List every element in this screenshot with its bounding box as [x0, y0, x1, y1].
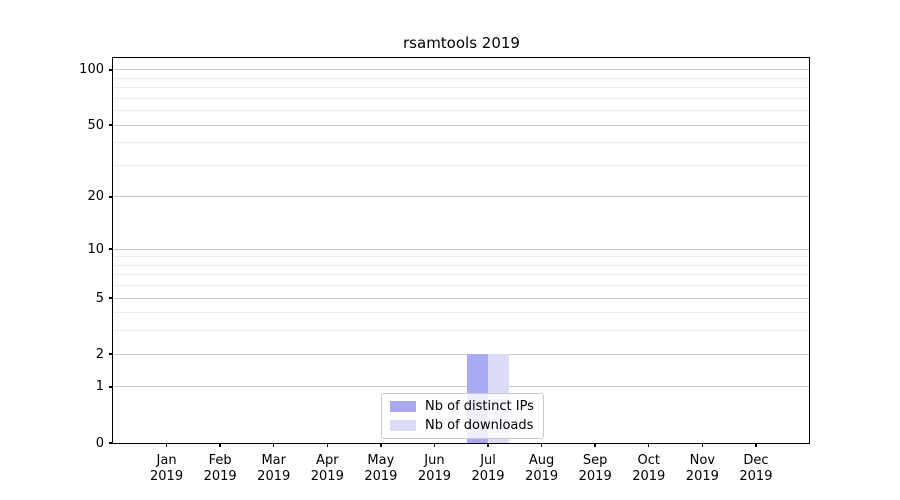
- legend-row-downloads: Nb of downloads: [390, 418, 534, 433]
- x-tick-year: 2019: [578, 469, 612, 484]
- y-tick: [108, 196, 113, 198]
- legend-row-distinct-ips: Nb of distinct IPs: [390, 399, 534, 414]
- x-tick: [755, 443, 757, 447]
- y-tick-label: 0: [95, 435, 104, 451]
- y-tick-label: 50: [87, 117, 104, 133]
- y-tick: [108, 442, 113, 444]
- x-tick-year: 2019: [525, 469, 559, 484]
- legend-swatch-distinct-ips: [390, 401, 416, 412]
- x-tick-month: Jul: [480, 453, 496, 468]
- x-tick-month: Sep: [582, 453, 608, 468]
- y-tick: [108, 124, 113, 126]
- legend-label-distinct-ips: Nb of distinct IPs: [425, 399, 534, 414]
- x-tick-label: Nov 2019: [670, 453, 734, 485]
- chart-title: rsamtools 2019: [403, 34, 520, 52]
- gridline-minor: [113, 330, 809, 332]
- y-tick-label: 2: [95, 346, 104, 362]
- x-tick-month: May: [367, 453, 395, 468]
- gridline-minor: [113, 264, 809, 266]
- x-tick: [165, 443, 168, 447]
- gridline-major: [113, 297, 809, 299]
- x-tick: [433, 443, 436, 447]
- x-tick-month: Jan: [156, 453, 177, 468]
- x-tick-label: Apr 2019: [295, 453, 359, 485]
- gridline-major: [113, 353, 809, 355]
- x-tick: [326, 443, 328, 447]
- gridline-major: [113, 124, 809, 126]
- x-tick-label: Sep 2019: [563, 453, 627, 485]
- x-tick: [540, 443, 543, 447]
- gridline-minor: [113, 142, 809, 144]
- x-tick-month: Jun: [424, 453, 445, 468]
- x-tick-label: Jan 2019: [135, 453, 199, 485]
- y-tick-label: 1: [95, 379, 104, 395]
- gridline-minor: [113, 164, 809, 166]
- x-tick-label: Aug 2019: [510, 453, 574, 485]
- x-tick-label: Dec 2019: [724, 453, 788, 485]
- legend: Nb of distinct IPs Nb of downloads: [381, 393, 544, 439]
- y-tick: [108, 69, 113, 71]
- gridline-minor: [113, 110, 809, 112]
- y-tick: [108, 248, 113, 250]
- x-tick-label: May 2019: [349, 453, 413, 485]
- x-tick-year: 2019: [364, 469, 398, 484]
- x-tick: [380, 443, 382, 447]
- gridline-minor: [113, 77, 809, 79]
- y-tick-label: 100: [79, 62, 104, 78]
- x-tick-label: Feb 2019: [188, 453, 252, 485]
- y-tick-label: 5: [95, 290, 104, 306]
- gridline-minor: [113, 312, 809, 314]
- gridline-major: [113, 248, 809, 250]
- x-tick-label: Oct 2019: [617, 453, 681, 485]
- x-tick-year: 2019: [739, 469, 773, 484]
- x-tick: [701, 443, 704, 447]
- x-tick: [648, 443, 650, 447]
- legend-swatch-downloads: [390, 420, 416, 431]
- x-tick: [273, 443, 275, 447]
- x-tick-label: Jul 2019: [456, 453, 520, 485]
- x-tick-label: Mar 2019: [242, 453, 306, 485]
- x-tick-month: Aug: [528, 453, 555, 468]
- legend-label-downloads: Nb of downloads: [425, 418, 534, 433]
- y-tick: [108, 353, 113, 355]
- gridline-major: [113, 196, 809, 198]
- x-tick-year: 2019: [150, 469, 184, 484]
- gridline-major: [113, 386, 809, 388]
- x-tick-year: 2019: [203, 469, 237, 484]
- x-tick-month: Dec: [743, 453, 769, 468]
- x-tick-year: 2019: [471, 469, 505, 484]
- x-tick-month: Nov: [689, 453, 716, 468]
- gridline-major: [113, 69, 809, 71]
- gridline-minor: [113, 274, 809, 276]
- x-tick-month: Mar: [261, 453, 286, 468]
- gridline-minor: [113, 87, 809, 89]
- x-tick-month: Apr: [316, 453, 339, 468]
- x-tick: [219, 443, 221, 447]
- x-tick-month: Oct: [637, 453, 660, 468]
- y-tick-label: 20: [87, 189, 104, 205]
- gridline-minor: [113, 256, 809, 258]
- x-tick-year: 2019: [417, 469, 451, 484]
- y-tick-label: 10: [87, 241, 104, 257]
- x-tick-month: Feb: [208, 453, 232, 468]
- y-tick: [108, 297, 113, 299]
- x-tick: [487, 443, 489, 447]
- x-tick-year: 2019: [310, 469, 344, 484]
- gridline-minor: [113, 285, 809, 287]
- x-tick-year: 2019: [685, 469, 719, 484]
- gridline-minor: [113, 97, 809, 99]
- x-tick-year: 2019: [257, 469, 291, 484]
- y-tick: [108, 386, 113, 388]
- x-tick: [594, 443, 596, 447]
- x-tick-label: Jun 2019: [402, 453, 466, 485]
- x-tick-year: 2019: [632, 469, 666, 484]
